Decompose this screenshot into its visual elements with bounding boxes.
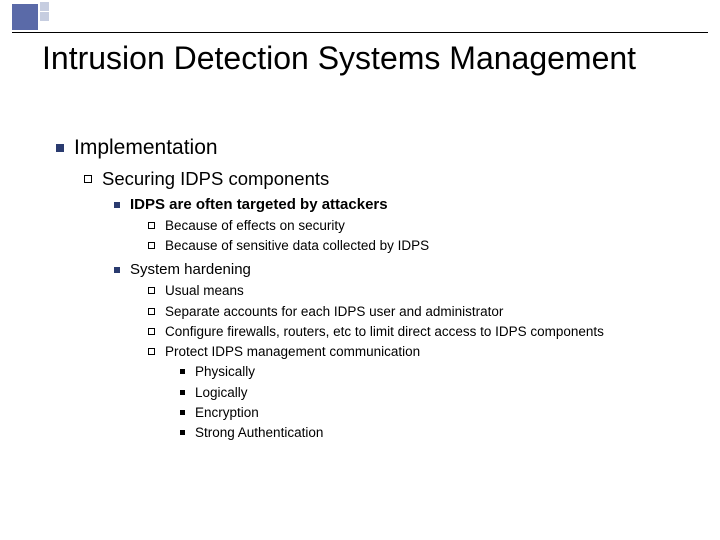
bullet-level-5: Logically <box>180 384 690 402</box>
bullet-level-1: Implementation <box>56 136 690 160</box>
tiny-square-bullet-icon <box>180 369 185 374</box>
text-level-4: Separate accounts for each IDPS user and… <box>165 303 503 321</box>
text-level-5: Strong Authentication <box>195 424 323 442</box>
accent-square-small-1 <box>40 2 49 11</box>
text-level-4: Usual means <box>165 282 244 300</box>
open-square-bullet-icon <box>84 175 92 183</box>
accent-square-large <box>12 4 38 30</box>
bullet-level-5: Encryption <box>180 404 690 422</box>
text-level-3b: System hardening <box>130 261 251 278</box>
bullet-level-5: Strong Authentication <box>180 424 690 442</box>
bullet-level-4: Protect IDPS management communication <box>148 343 690 361</box>
tiny-square-bullet-icon <box>180 430 185 435</box>
small-open-square-bullet-icon <box>148 222 155 229</box>
slide-title: Intrusion Detection Systems Management <box>42 40 636 77</box>
text-level-4: Because of effects on security <box>165 217 345 235</box>
bullet-level-3: IDPS are often targeted by attackers <box>114 196 690 213</box>
bullet-level-4: Configure firewalls, routers, etc to lim… <box>148 323 690 341</box>
bullet-level-2: Securing IDPS components <box>84 168 690 190</box>
small-square-bullet-icon <box>114 267 120 273</box>
bullet-level-4: Separate accounts for each IDPS user and… <box>148 303 690 321</box>
small-open-square-bullet-icon <box>148 242 155 249</box>
text-level-5: Logically <box>195 384 248 402</box>
square-bullet-icon <box>56 144 64 152</box>
bullet-level-5: Physically <box>180 363 690 381</box>
small-open-square-bullet-icon <box>148 328 155 335</box>
small-open-square-bullet-icon <box>148 308 155 315</box>
bullet-level-4: Because of sensitive data collected by I… <box>148 237 690 255</box>
tiny-square-bullet-icon <box>180 410 185 415</box>
slide: { "title": "Intrusion Detection Systems … <box>0 0 720 540</box>
accent-square-small-2 <box>40 12 49 21</box>
bullet-level-4: Because of effects on security <box>148 217 690 235</box>
bullet-level-3: System hardening <box>114 261 690 278</box>
small-open-square-bullet-icon <box>148 348 155 355</box>
text-level-4: Because of sensitive data collected by I… <box>165 237 429 255</box>
text-level-5: Physically <box>195 363 255 381</box>
small-square-bullet-icon <box>114 202 120 208</box>
text-level-5: Encryption <box>195 404 259 422</box>
text-level-3a: IDPS are often targeted by attackers <box>130 196 388 213</box>
text-level-2: Securing IDPS components <box>102 168 329 190</box>
slide-body: Implementation Securing IDPS components … <box>56 136 690 444</box>
bullet-level-4: Usual means <box>148 282 690 300</box>
text-level-4: Protect IDPS management communication <box>165 343 420 361</box>
text-level-4: Configure firewalls, routers, etc to lim… <box>165 323 604 341</box>
tiny-square-bullet-icon <box>180 390 185 395</box>
small-open-square-bullet-icon <box>148 287 155 294</box>
horizontal-rule <box>12 32 708 33</box>
text-level-1: Implementation <box>74 136 218 160</box>
